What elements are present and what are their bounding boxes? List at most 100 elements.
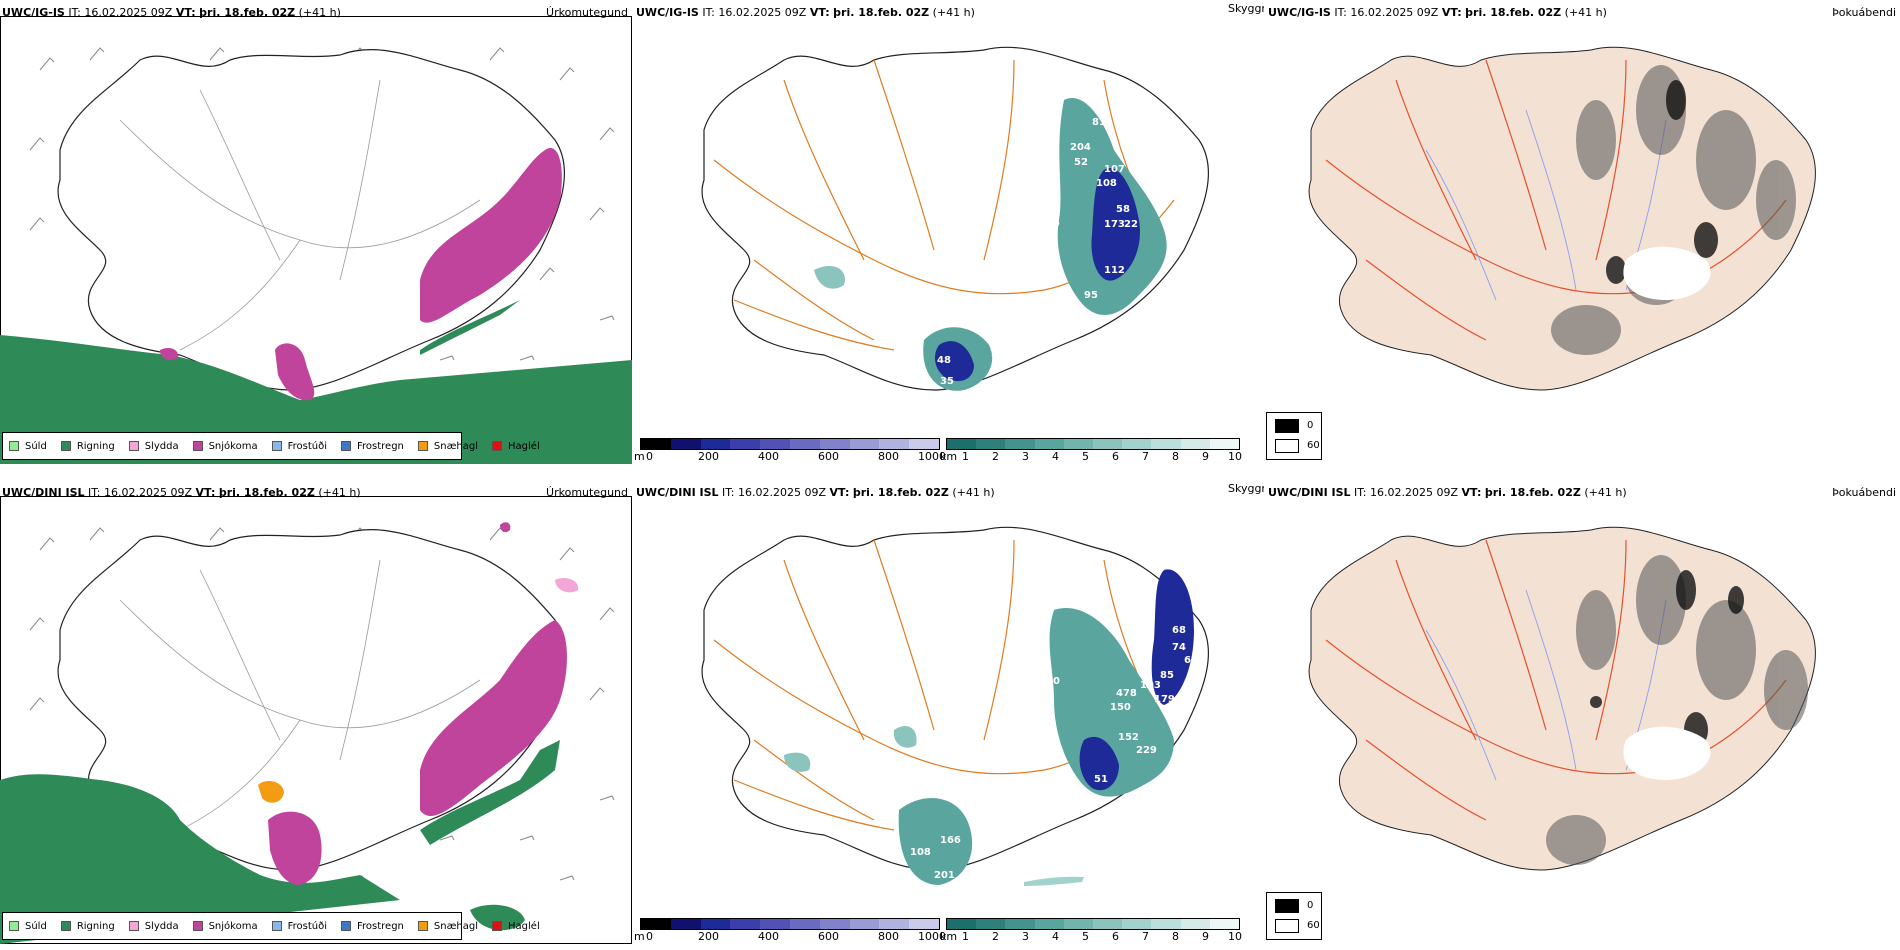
- ceiling-label: 25: [1046, 218, 1060, 229]
- ceiling-label: 52: [1074, 157, 1088, 168]
- visibility-tick: 2: [992, 930, 999, 943]
- visibility-patch-west: [784, 752, 811, 772]
- ceiling-tick: 800: [878, 450, 899, 463]
- visibility-tick: 2: [992, 450, 999, 463]
- road-network: [713, 59, 1175, 351]
- legend-item: Frostúði: [271, 441, 327, 452]
- fog-legend-label: 60: [1307, 920, 1320, 931]
- visibility-tick: 1: [962, 450, 969, 463]
- fog-map: [1308, 46, 1816, 391]
- legend-item: Snjókoma: [192, 921, 258, 932]
- fog-dense: [1606, 80, 1718, 284]
- visibility-streak-sea: [1024, 876, 1084, 886]
- snow-area-south: [268, 811, 322, 885]
- ceiling-label: 95: [1084, 290, 1098, 301]
- ceiling-label: 35: [940, 376, 954, 387]
- ceiling-unit: m: [634, 930, 645, 943]
- ceiling-label: 62: [1058, 306, 1072, 317]
- legend-item: Haglél: [492, 921, 540, 932]
- fog-legend: 0 60: [1266, 892, 1322, 940]
- ceiling-label: 112: [1104, 265, 1125, 276]
- ceiling-label: 478: [1116, 688, 1137, 699]
- panel-visibility-row1: UWC/IG-IS IT: 16.02.2025 09Z VT: þri. 18…: [634, 0, 1264, 470]
- ceiling-label: 75: [912, 365, 926, 376]
- ceiling-tick: 200: [698, 450, 719, 463]
- panel-title: UWC/DINI ISL IT: 16.02.2025 09Z VT: þri.…: [636, 486, 995, 499]
- visibility-tick: 4: [1052, 930, 1059, 943]
- ceiling-area-east: [1151, 569, 1194, 705]
- legend-swatch: [9, 441, 19, 451]
- panel-label: Þokuábendi: [1832, 6, 1896, 19]
- ceiling-label: 150: [1110, 702, 1131, 713]
- visibility-tick: 9: [1202, 930, 1209, 943]
- ceiling-area-south: [934, 341, 974, 382]
- legend-item: Slydda: [128, 441, 179, 452]
- ceiling-label: 22: [1124, 219, 1138, 230]
- ceiling-labels: 68 74 61 85 103 179 478 150 80 152 229 5…: [910, 625, 1198, 881]
- visibility-map: 81 204 52 107 108 58 173 22 74 62 25 130…: [701, 46, 1210, 391]
- precip-legend: Súld Rigning Slydda Snjókoma Frostúði Fr…: [2, 912, 540, 940]
- ceiling-label: 58: [1116, 204, 1130, 215]
- visibility-unit: km: [940, 930, 958, 943]
- visibility-tick: 3: [1022, 450, 1029, 463]
- panel-title: UWC/IG-IS IT: 16.02.2025 09Z VT: þri. 18…: [1268, 6, 1607, 19]
- ceiling-tick: 600: [818, 930, 839, 943]
- ceiling-area-southeast: [1079, 736, 1119, 791]
- ceiling-label: 81: [1092, 117, 1106, 128]
- visibility-tick: 10: [1228, 930, 1242, 943]
- fog-legend-box-light: [1275, 919, 1299, 933]
- visibility-tick: 10: [1228, 450, 1242, 463]
- roads: [119, 559, 481, 831]
- rain-area-south: [0, 774, 400, 944]
- visibility-tick: 1: [962, 930, 969, 943]
- legend-item: Rigning: [60, 921, 115, 932]
- road-network: [713, 539, 1175, 831]
- ceiling-label: 58: [1050, 787, 1064, 798]
- panel-precip-type-row1: UWC/IG-IS IT: 16.02.2025 09Z VT: þri. 18…: [0, 0, 632, 470]
- panel-fog-row2: UWC/DINI ISL IT: 16.02.2025 09Z VT: þri.…: [1266, 480, 1900, 950]
- visibility-area-south: [898, 798, 973, 885]
- ceiling-colorbar: [640, 438, 940, 450]
- ceiling-tick: 0: [646, 930, 653, 943]
- fog-legend-box-light: [1275, 439, 1299, 453]
- panel-title: UWC/DINI ISL IT: 16.02.2025 09Z VT: þri.…: [2, 486, 361, 499]
- iceland-land: [1308, 526, 1816, 871]
- iceland-land: [1308, 46, 1816, 391]
- visibility-patch-mid: [893, 725, 917, 748]
- visibility-colorbar: [946, 918, 1240, 930]
- roads: [119, 79, 481, 351]
- glacier-white: [1623, 726, 1711, 780]
- panel-label: Þokuábendi: [1832, 486, 1896, 499]
- slydda-patch-ne: [555, 578, 579, 593]
- ceiling-area-east: [1091, 168, 1140, 281]
- visibility-unit: km: [940, 450, 958, 463]
- fog-legend-box-dark: [1275, 899, 1299, 913]
- ceiling-label: 51: [1094, 774, 1108, 785]
- panel-precip-type-row2: UWC/DINI ISL IT: 16.02.2025 09Z VT: þri.…: [0, 480, 632, 950]
- legend-item: Slydda: [128, 921, 179, 932]
- snow-patch-ne: [500, 522, 511, 533]
- legend-swatch: [271, 921, 282, 931]
- ceiling-tick: 0: [646, 450, 653, 463]
- ceiling-label: 52: [1058, 320, 1072, 331]
- map-frame: [0, 496, 632, 944]
- legend-swatch: [417, 441, 428, 451]
- visibility-tick: 4: [1052, 450, 1059, 463]
- legend-swatch: [192, 921, 203, 931]
- legend-swatch: [417, 921, 428, 931]
- road-network: [1325, 59, 1787, 341]
- legend-swatch: [60, 921, 71, 931]
- legend-swatch: [341, 921, 351, 931]
- ceiling-tick: 200: [698, 930, 719, 943]
- ceiling-label: 152: [1118, 732, 1139, 743]
- ceiling-label: 173: [1104, 219, 1125, 230]
- legend-swatch: [60, 441, 71, 451]
- panel-title: UWC/IG-IS IT: 16.02.2025 09Z VT: þri. 18…: [2, 6, 341, 19]
- visibility-tick: 5: [1082, 450, 1089, 463]
- legend-swatch: [492, 441, 503, 451]
- snow-patch-west: [160, 347, 179, 360]
- precip-map: [0, 522, 615, 944]
- ceiling-label: 61: [1184, 655, 1198, 666]
- fog-map: [1308, 526, 1816, 871]
- ceiling-label: 74: [1146, 146, 1160, 157]
